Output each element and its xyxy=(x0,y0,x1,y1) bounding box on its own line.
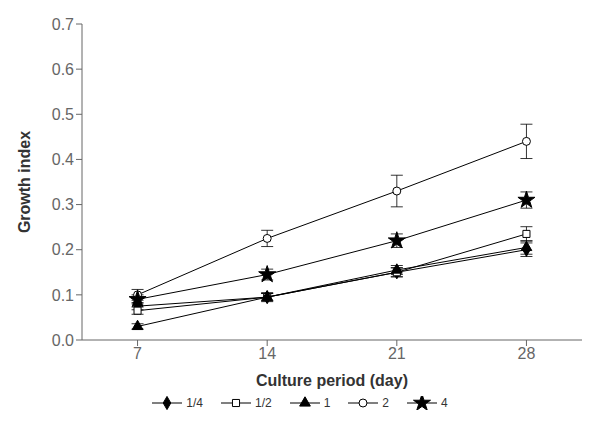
svg-text:0.2: 0.2 xyxy=(52,241,74,258)
html-text:4: 4 xyxy=(441,396,448,410)
html-text:1: 1 xyxy=(323,396,331,410)
svg-text:0.5: 0.5 xyxy=(52,106,74,123)
svg-text:0.0: 0.0 xyxy=(52,332,74,349)
svg-text:28: 28 xyxy=(518,345,536,362)
svg-text:0.1: 0.1 xyxy=(52,287,74,304)
svg-text:Growth index: Growth index xyxy=(16,131,33,233)
html-text:2: 2 xyxy=(382,396,389,410)
svg-text:0.4: 0.4 xyxy=(52,151,74,168)
svg-text:0.7: 0.7 xyxy=(52,16,74,33)
svg-text:7: 7 xyxy=(133,345,142,362)
html-text:1/2: 1/2 xyxy=(255,396,272,410)
svg-text:0.6: 0.6 xyxy=(52,61,74,78)
svg-text:21: 21 xyxy=(388,345,406,362)
svg-text:14: 14 xyxy=(258,345,276,362)
svg-text:0.3: 0.3 xyxy=(52,196,74,213)
svg-text:Culture period (day): Culture period (day) xyxy=(256,372,408,389)
html-text:1/4: 1/4 xyxy=(186,396,203,410)
